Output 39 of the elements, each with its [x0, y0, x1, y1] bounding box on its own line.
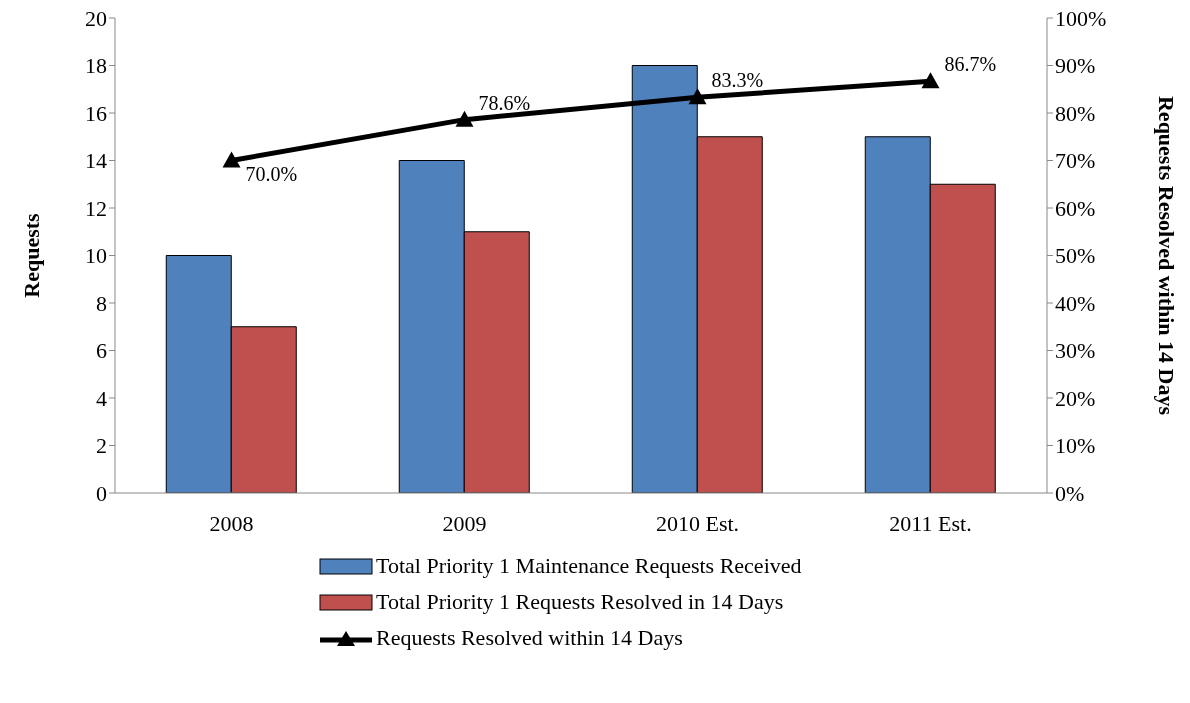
- x-tick-label: 2008: [209, 510, 254, 536]
- y-tick-label: 6: [96, 338, 107, 364]
- point: [921, 72, 940, 89]
- data-label: 78.6%: [478, 91, 531, 114]
- y-tick-label: 14: [85, 148, 107, 174]
- y-tick-label: 0: [96, 480, 107, 506]
- y2-tick-label: 70%: [1055, 148, 1096, 174]
- x-tick-label: 2011 Est.: [889, 510, 972, 536]
- y-tick-label: 18: [85, 53, 107, 79]
- data-label: 83.3%: [711, 69, 764, 92]
- y-tick-label: 10: [85, 243, 107, 269]
- legend-label: Total Priority 1 Requests Resolved in 14 Days: [376, 589, 784, 615]
- y2-tick-label: 100%: [1055, 5, 1107, 31]
- y-tick-label: 16: [85, 100, 107, 126]
- legend-label: Requests Resolved within 14 Days: [376, 625, 683, 651]
- y2-tick-label: 50%: [1055, 243, 1096, 269]
- y2-tick-label: 30%: [1055, 338, 1096, 364]
- y-tick-label: 2: [96, 433, 107, 459]
- legend-label: Total Priority 1 Maintenance Requests Received: [376, 553, 802, 579]
- y2-tick-label: 20%: [1055, 385, 1096, 411]
- point: [455, 110, 474, 127]
- y-tick-label: 20: [85, 5, 107, 31]
- point: [688, 88, 707, 105]
- y2-tick-label: 80%: [1055, 100, 1096, 126]
- y2-axis-title: Requests Resolved within 14 Days: [1154, 95, 1180, 416]
- y2-tick-label: 60%: [1055, 195, 1096, 221]
- y-tick-label: 8: [96, 290, 107, 316]
- y2-tick-label: 40%: [1055, 290, 1096, 316]
- y-tick-label: 12: [85, 195, 107, 221]
- x-tick-label: 2009: [442, 510, 487, 536]
- data-label: 70.0%: [245, 162, 298, 185]
- y2-tick-label: 0%: [1055, 480, 1085, 506]
- y-tick-label: 4: [96, 385, 107, 411]
- y-axis-title: Requests: [18, 212, 44, 298]
- y2-tick-label: 10%: [1055, 433, 1096, 459]
- point: [222, 151, 241, 168]
- x-tick-label: 2010 Est.: [655, 510, 740, 536]
- y2-tick-label: 90%: [1055, 53, 1096, 79]
- data-label: 86.7%: [944, 53, 997, 76]
